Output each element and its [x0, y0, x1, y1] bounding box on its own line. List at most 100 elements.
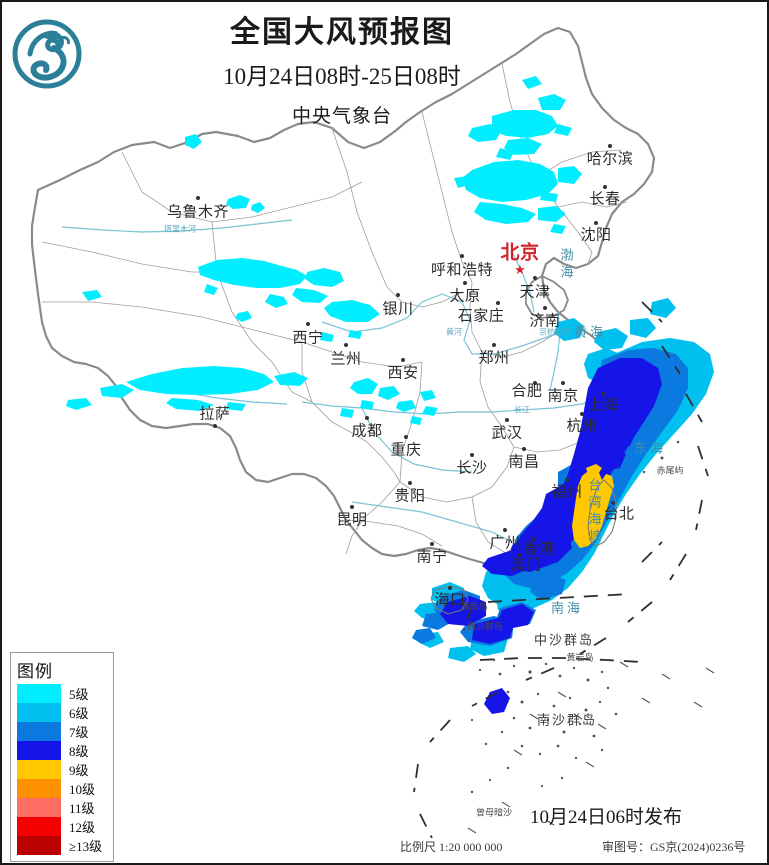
- city-marker: [396, 293, 400, 297]
- legend-color-swatch: [17, 722, 61, 741]
- legend-color-swatch: [17, 779, 61, 798]
- legend-rows: 5级 6级 7级 8级 9级 10级 11级 12级 ≥13级: [17, 684, 109, 855]
- legend-row: 11级: [17, 798, 109, 817]
- city-marker: [580, 412, 584, 416]
- island-label: 中沙群岛: [533, 632, 595, 648]
- city-label-city: 重庆: [390, 442, 422, 459]
- legend-row: 7级: [17, 722, 109, 741]
- legend-label: 6级: [69, 706, 89, 721]
- city-marker: [463, 281, 467, 285]
- city-label-city: 福州: [551, 484, 583, 501]
- taiwan-island-outline: [587, 479, 617, 547]
- city-marker: [492, 343, 496, 347]
- city-label-city: 郑州: [478, 350, 510, 367]
- city-label-city: 南昌: [508, 454, 540, 471]
- city-label-city: 昆明: [336, 512, 368, 529]
- city-marker: [404, 435, 408, 439]
- sea-label: 台湾海峡: [586, 478, 602, 546]
- city-label-city: 兰州: [330, 351, 362, 368]
- city-label-city: 广州: [489, 535, 521, 552]
- city-marker: [531, 537, 535, 541]
- city-label-city: 乌鲁木齐: [166, 204, 230, 221]
- legend-label: ≥13级: [69, 839, 103, 854]
- map-scale: 比例尺 1:20 000 000: [400, 840, 503, 854]
- island-label: 西沙群岛: [466, 621, 504, 632]
- city-label-city: 长沙: [456, 460, 488, 477]
- city-marker: [448, 586, 452, 590]
- city-marker: [350, 505, 354, 509]
- river-label: 黄河: [446, 327, 462, 337]
- city-marker: [408, 481, 412, 485]
- city-label-city: 济南: [529, 313, 561, 330]
- city-marker: [430, 542, 434, 546]
- legend-label: 9级: [69, 763, 89, 778]
- city-marker: [505, 418, 509, 422]
- city-marker: [365, 416, 369, 420]
- city-marker: [608, 144, 612, 148]
- legend-label: 8级: [69, 744, 89, 759]
- legend-row: ≥13级: [17, 836, 109, 855]
- cma-dragon-logo: [12, 19, 82, 89]
- province-boundaries: [41, 63, 628, 555]
- legend-color-swatch: [17, 760, 61, 779]
- forecast-period: 10月24日08时-25日08时: [223, 63, 461, 89]
- city-label-city: 海口: [434, 592, 466, 609]
- bohai-shandong-coast: [525, 274, 569, 319]
- wind-level-9-areas: [572, 464, 614, 548]
- legend: 图例 5级 6级 7级 8级 9级 10级 11级 12级 ≥13级: [10, 652, 114, 862]
- city-marker: [601, 392, 605, 396]
- city-marker: [213, 424, 217, 428]
- city-label-city: 银川: [382, 301, 414, 318]
- legend-color-swatch: [17, 836, 61, 855]
- city-marker: [611, 501, 615, 505]
- city-label-city: 贵阳: [394, 488, 426, 505]
- city-label-city: 西安: [387, 365, 419, 382]
- sea-label: 东海: [633, 440, 667, 456]
- city-marker: [496, 301, 500, 305]
- city-marker: [533, 381, 537, 385]
- city-marker: [460, 254, 464, 258]
- city-marker: [561, 381, 565, 385]
- island-label: 黄岩岛: [566, 652, 594, 663]
- legend-title: 图例: [17, 662, 53, 681]
- legend-color-swatch: [17, 684, 61, 703]
- legend-color-swatch: [17, 703, 61, 722]
- city-label-city: 石家庄: [457, 308, 505, 325]
- legend-row: 5级: [17, 684, 109, 703]
- city-label-city: 台北: [603, 506, 635, 523]
- sea-label: 黄海: [573, 324, 607, 340]
- legend-row: 10级: [17, 779, 109, 798]
- city-marker: [344, 343, 348, 347]
- city-label-city: 呼和浩特: [430, 262, 494, 279]
- capital-marker: ★: [514, 262, 526, 277]
- maritime-boundary-dashed: [413, 301, 709, 839]
- city-marker: [603, 185, 607, 189]
- city-label-city: 哈尔滨: [586, 151, 634, 168]
- issuing-agency: 中央气象台: [291, 105, 392, 127]
- eastern-sea-marks: [642, 440, 680, 474]
- legend-row: 9级: [17, 760, 109, 779]
- city-label-city: 长春: [589, 191, 621, 208]
- reef-marks: [467, 661, 715, 834]
- city-marker: [543, 306, 547, 310]
- city-label-city: 合肥: [511, 383, 543, 400]
- city-marker: [401, 358, 405, 362]
- city-marker: [522, 447, 526, 451]
- river-label: 长江: [514, 405, 530, 415]
- city-label-city: 南宁: [416, 549, 448, 566]
- sea-label: 南海: [550, 600, 584, 616]
- city-marker: [518, 553, 522, 557]
- city-label-city: 沈阳: [580, 227, 612, 244]
- page-title: 全国大风预报图: [230, 16, 454, 49]
- city-label-city: 武汉: [491, 425, 523, 442]
- city-label-city: 拉萨: [199, 406, 231, 423]
- city-marker: [306, 322, 310, 326]
- legend-label: 7级: [69, 725, 89, 740]
- legend-row: 8级: [17, 741, 109, 760]
- city-label-city: 杭州: [566, 418, 598, 435]
- island-label: 曾母暗沙: [475, 807, 513, 818]
- sea-label: 渤海: [558, 248, 574, 282]
- river-label: 京杭运河: [539, 327, 571, 337]
